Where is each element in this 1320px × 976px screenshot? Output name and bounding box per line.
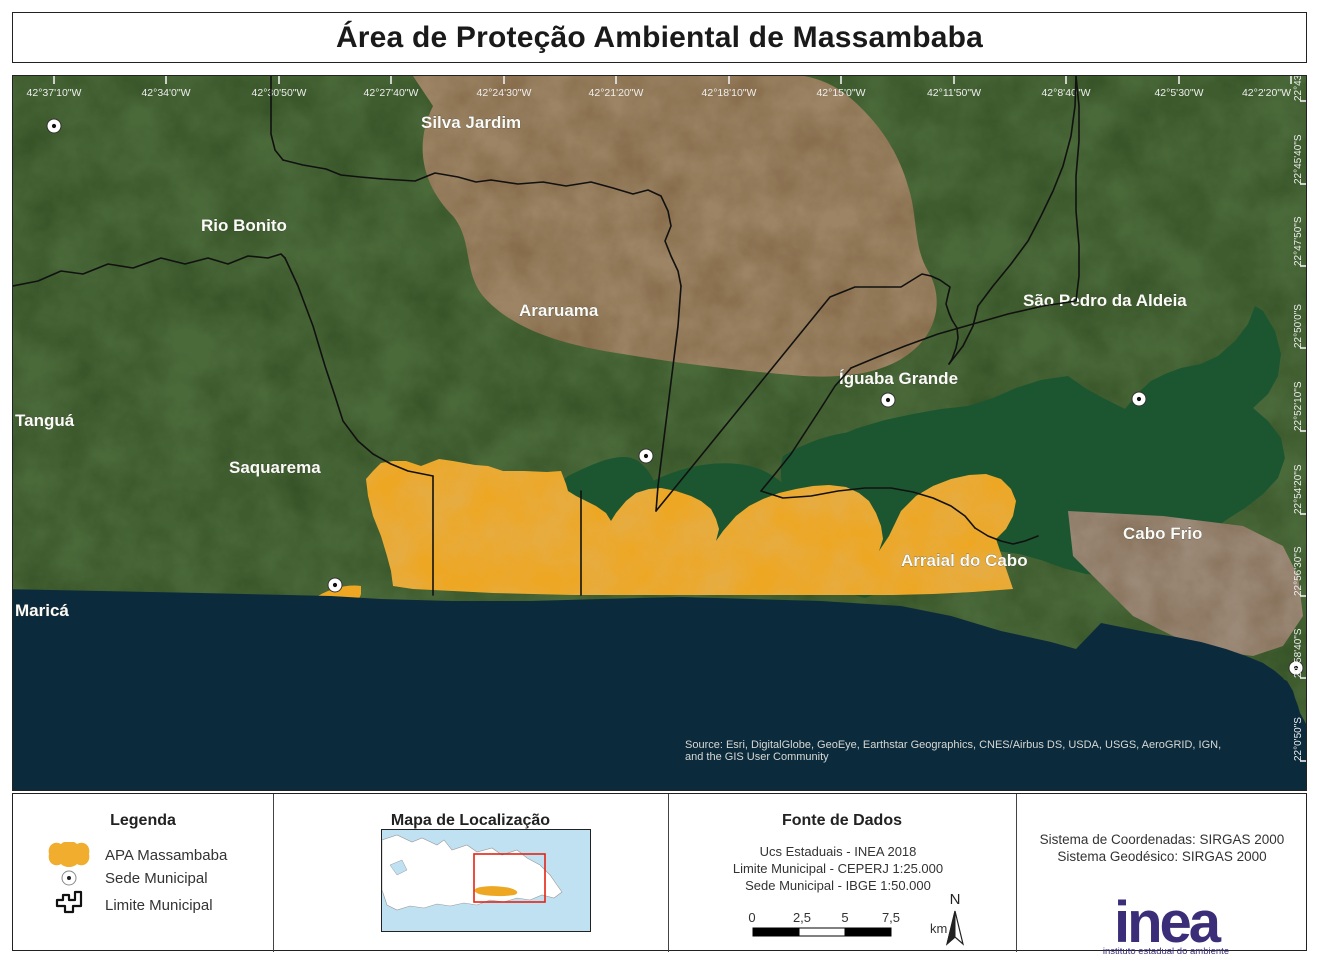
svg-text:instituto estadual do ambiente: instituto estadual do ambiente [1103,946,1229,957]
svg-text:km: km [930,921,947,936]
svg-text:Cabo Frio: Cabo Frio [1123,524,1202,543]
svg-text:Ucs Estaduais - INEA 2018: Ucs Estaduais - INEA 2018 [760,844,917,859]
svg-text:22°56'30"S: 22°56'30"S [1293,546,1304,596]
svg-text:Silva Jardim: Silva Jardim [421,113,521,132]
svg-text:N: N [950,891,961,908]
svg-text:Maricá: Maricá [15,601,69,620]
svg-text:22°50'0"S: 22°50'0"S [1293,304,1304,348]
svg-text:42°27'40"W: 42°27'40"W [364,87,419,99]
svg-text:42°18'10"W: 42°18'10"W [702,87,757,99]
svg-text:Sede Municipal: Sede Municipal [105,870,208,887]
svg-text:Sistema de Coordenadas: SIRGAS: Sistema de Coordenadas: SIRGAS 2000 [1040,832,1285,847]
svg-text:Sistema Geodésico: SIRGAS 2000: Sistema Geodésico: SIRGAS 2000 [1057,849,1266,864]
svg-text:5: 5 [841,910,848,925]
svg-text:Araruama: Araruama [519,301,599,320]
svg-text:42°2'20"W: 42°2'20"W [1242,87,1291,99]
svg-text:42°24'30"W: 42°24'30"W [477,87,532,99]
svg-text:22°54'20"S: 22°54'20"S [1293,464,1304,514]
svg-text:42°8'40"W: 42°8'40"W [1041,87,1090,99]
svg-text:Tanguá: Tanguá [15,411,75,430]
svg-text:22°43'30"S: 22°43'30"S [1293,76,1304,101]
svg-text:APA Massambaba: APA Massambaba [105,847,228,864]
svg-text:Sede Municipal - IBGE 1:50.000: Sede Municipal - IBGE 1:50.000 [745,878,931,893]
svg-text:Íguaba Grande: Íguaba Grande [839,369,958,388]
svg-text:22°45'40"S: 22°45'40"S [1293,134,1304,184]
svg-text:42°21'20"W: 42°21'20"W [589,87,644,99]
svg-text:42°15'0"W: 42°15'0"W [816,87,865,99]
svg-text:42°11'50"W: 42°11'50"W [927,87,981,99]
svg-text:42°5'30"W: 42°5'30"W [1154,87,1203,99]
svg-text:42°30'50"W: 42°30'50"W [252,87,307,99]
svg-text:22°52'10"S: 22°52'10"S [1293,381,1304,431]
svg-text:0: 0 [748,910,755,925]
svg-text:Rio Bonito: Rio Bonito [201,216,287,235]
svg-text:2,5: 2,5 [793,910,811,925]
svg-text:22°47'50"S: 22°47'50"S [1293,216,1304,266]
svg-text:and the GIS User Community: and the GIS User Community [685,751,829,763]
svg-text:22°58'40"S: 22°58'40"S [1293,628,1304,678]
svg-text:Limite Municipal - CEPERJ 1:25: Limite Municipal - CEPERJ 1:25.000 [733,861,943,876]
svg-text:22°0'50"S: 22°0'50"S [1293,717,1304,761]
svg-text:42°37'10"W: 42°37'10"W [27,87,82,99]
svg-text:Saquarema: Saquarema [229,458,321,477]
svg-text:Limite Municipal: Limite Municipal [105,897,213,914]
svg-text:7,5: 7,5 [882,910,900,925]
svg-text:São Pedro da Aldeia: São Pedro da Aldeia [1023,291,1187,310]
svg-text:Source: Esri, DigitalGlobe, Ge: Source: Esri, DigitalGlobe, GeoEye, Eart… [685,739,1221,751]
svg-text:Arraial do Cabo: Arraial do Cabo [901,551,1028,570]
svg-text:42°34'0"W: 42°34'0"W [141,87,190,99]
